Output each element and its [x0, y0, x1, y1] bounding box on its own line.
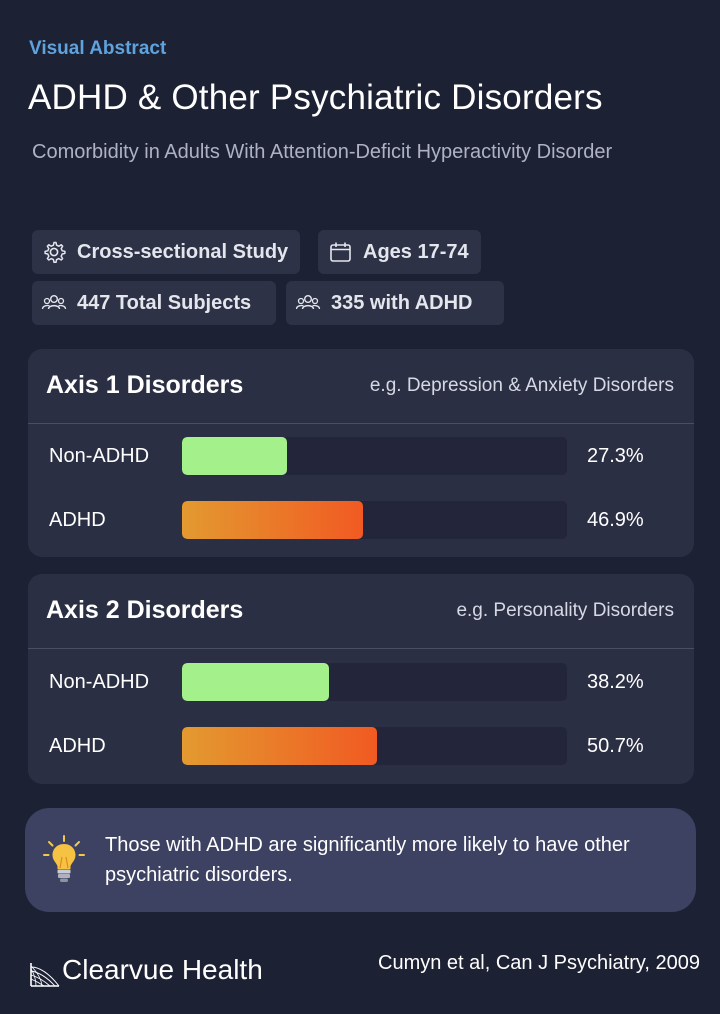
bar-adhd: [182, 501, 363, 539]
page-subtitle: Comorbidity in Adults With Attention-Def…: [32, 141, 613, 163]
data-label: 38.2%: [587, 671, 644, 693]
data-label: 46.9%: [587, 509, 644, 531]
key-finding-callout: Those with ADHD are significantly more l…: [25, 808, 696, 912]
eyebrow-label: Visual Abstract: [29, 38, 167, 59]
people-group-icon: [41, 294, 67, 310]
divider: [28, 423, 694, 424]
brand-logo: Clearvue Health: [28, 949, 263, 987]
chip-study-type: Cross-sectional Study: [32, 230, 301, 274]
chart-title: Axis 2 Disorders: [46, 596, 244, 624]
bar-track: [182, 501, 567, 539]
category-label: ADHD: [49, 509, 106, 531]
clearvue-logo-icon: [30, 963, 60, 987]
bar-non-adhd: [182, 437, 288, 475]
chip-label: Cross-sectional Study: [77, 240, 289, 263]
calendar-icon: [330, 242, 351, 262]
chip-label: Ages 17-74: [363, 240, 469, 263]
axis2-card: Axis 2 Disorders e.g. Personality Disord…: [28, 574, 694, 784]
bar-non-adhd: [182, 663, 330, 701]
page-title: ADHD & Other Psychiatric Disorders: [28, 78, 603, 117]
chip-label: 447 Total Subjects: [77, 291, 252, 314]
chip-label: 335 with ADHD: [331, 291, 473, 314]
axis1-card: Axis 1 Disorders e.g. Depression & Anxie…: [28, 349, 694, 557]
chart-title: Axis 1 Disorders: [46, 371, 244, 399]
data-label: 27.3%: [587, 445, 644, 467]
chip-adhd-subjects: 335 with ADHD: [286, 281, 504, 325]
category-label: ADHD: [49, 735, 106, 757]
bar-track: [182, 663, 567, 701]
callout-text: Those with ADHD are significantly more l…: [105, 834, 630, 886]
bar-adhd: [182, 727, 378, 765]
bar-track: [182, 437, 567, 475]
category-label: Non-ADHD: [49, 445, 150, 467]
logo-text: Clearvue Health: [62, 954, 263, 985]
bar-track: [182, 727, 567, 765]
category-label: Non-ADHD: [49, 671, 150, 693]
citation: Cumyn et al, Can J Psychiatry, 2009: [378, 952, 700, 974]
chip-total-subjects: 447 Total Subjects: [32, 281, 276, 325]
divider: [28, 648, 694, 649]
chart-note: e.g. Depression & Anxiety Disorders: [369, 375, 674, 396]
people-group-icon: [295, 294, 321, 310]
chart-note: e.g. Personality Disorders: [456, 600, 674, 621]
chip-ages: Ages 17-74: [318, 230, 481, 274]
gear-icon: [44, 241, 66, 264]
lightbulb-icon: [43, 835, 85, 882]
data-label: 50.7%: [587, 735, 644, 757]
